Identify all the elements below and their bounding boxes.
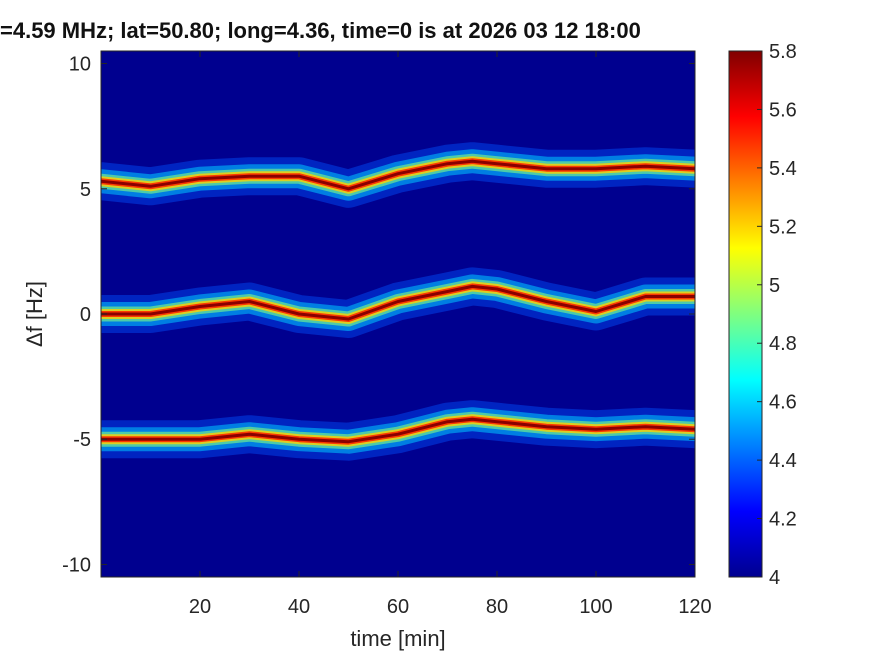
trace-band-3 xyxy=(101,417,695,444)
colorbar-tick-label: 5.6 xyxy=(769,99,797,121)
trace-band-1 xyxy=(101,159,695,191)
colorbar-tick-label: 4.4 xyxy=(769,450,797,472)
colorbar-tick-label: 4.6 xyxy=(769,392,797,414)
y-tick-label: 0 xyxy=(80,304,91,326)
x-axis-ticks: 20 40 60 80 100 120 xyxy=(189,51,712,618)
y-tick-label: -5 xyxy=(73,429,91,451)
chart-title: =4.59 MHz; lat=50.80; long=4.36, time=0 … xyxy=(0,18,641,43)
y-tick-label: 5 xyxy=(80,179,91,201)
y-tick-label: 10 xyxy=(69,54,91,76)
colorbar-tick-label: 5.4 xyxy=(769,158,797,180)
colorbar-tick-label: 5 xyxy=(769,275,780,297)
colorbar xyxy=(728,50,763,578)
x-tick-label: 100 xyxy=(579,596,612,618)
x-tick-label: 80 xyxy=(486,596,508,618)
y-tick-label: -10 xyxy=(62,554,91,576)
x-tick-label: 60 xyxy=(387,596,409,618)
x-tick-label: 120 xyxy=(678,596,711,618)
x-tick-label: 40 xyxy=(288,596,310,618)
trace-band-2 xyxy=(101,284,695,321)
y-axis-label: Δf [Hz] xyxy=(22,281,47,347)
colorbar-tick-label: 5.8 xyxy=(769,41,797,63)
colorbar-tick-label: 4.2 xyxy=(769,509,797,531)
x-axis-label: time [min] xyxy=(350,626,445,651)
colorbar-tick-label: 5.2 xyxy=(769,216,797,238)
colorbar-tick-label: 4 xyxy=(769,567,780,589)
x-tick-label: 20 xyxy=(189,596,211,618)
colorbar-tick-label: 4.8 xyxy=(769,333,797,355)
y-axis-ticks: 10 5 0 -5 -10 xyxy=(62,54,695,576)
signal-traces xyxy=(101,142,695,461)
colorbar-ticks: 5.8 5.6 5.4 5.2 5 4.8 4.6 4.4 4.2 4 xyxy=(757,41,797,589)
